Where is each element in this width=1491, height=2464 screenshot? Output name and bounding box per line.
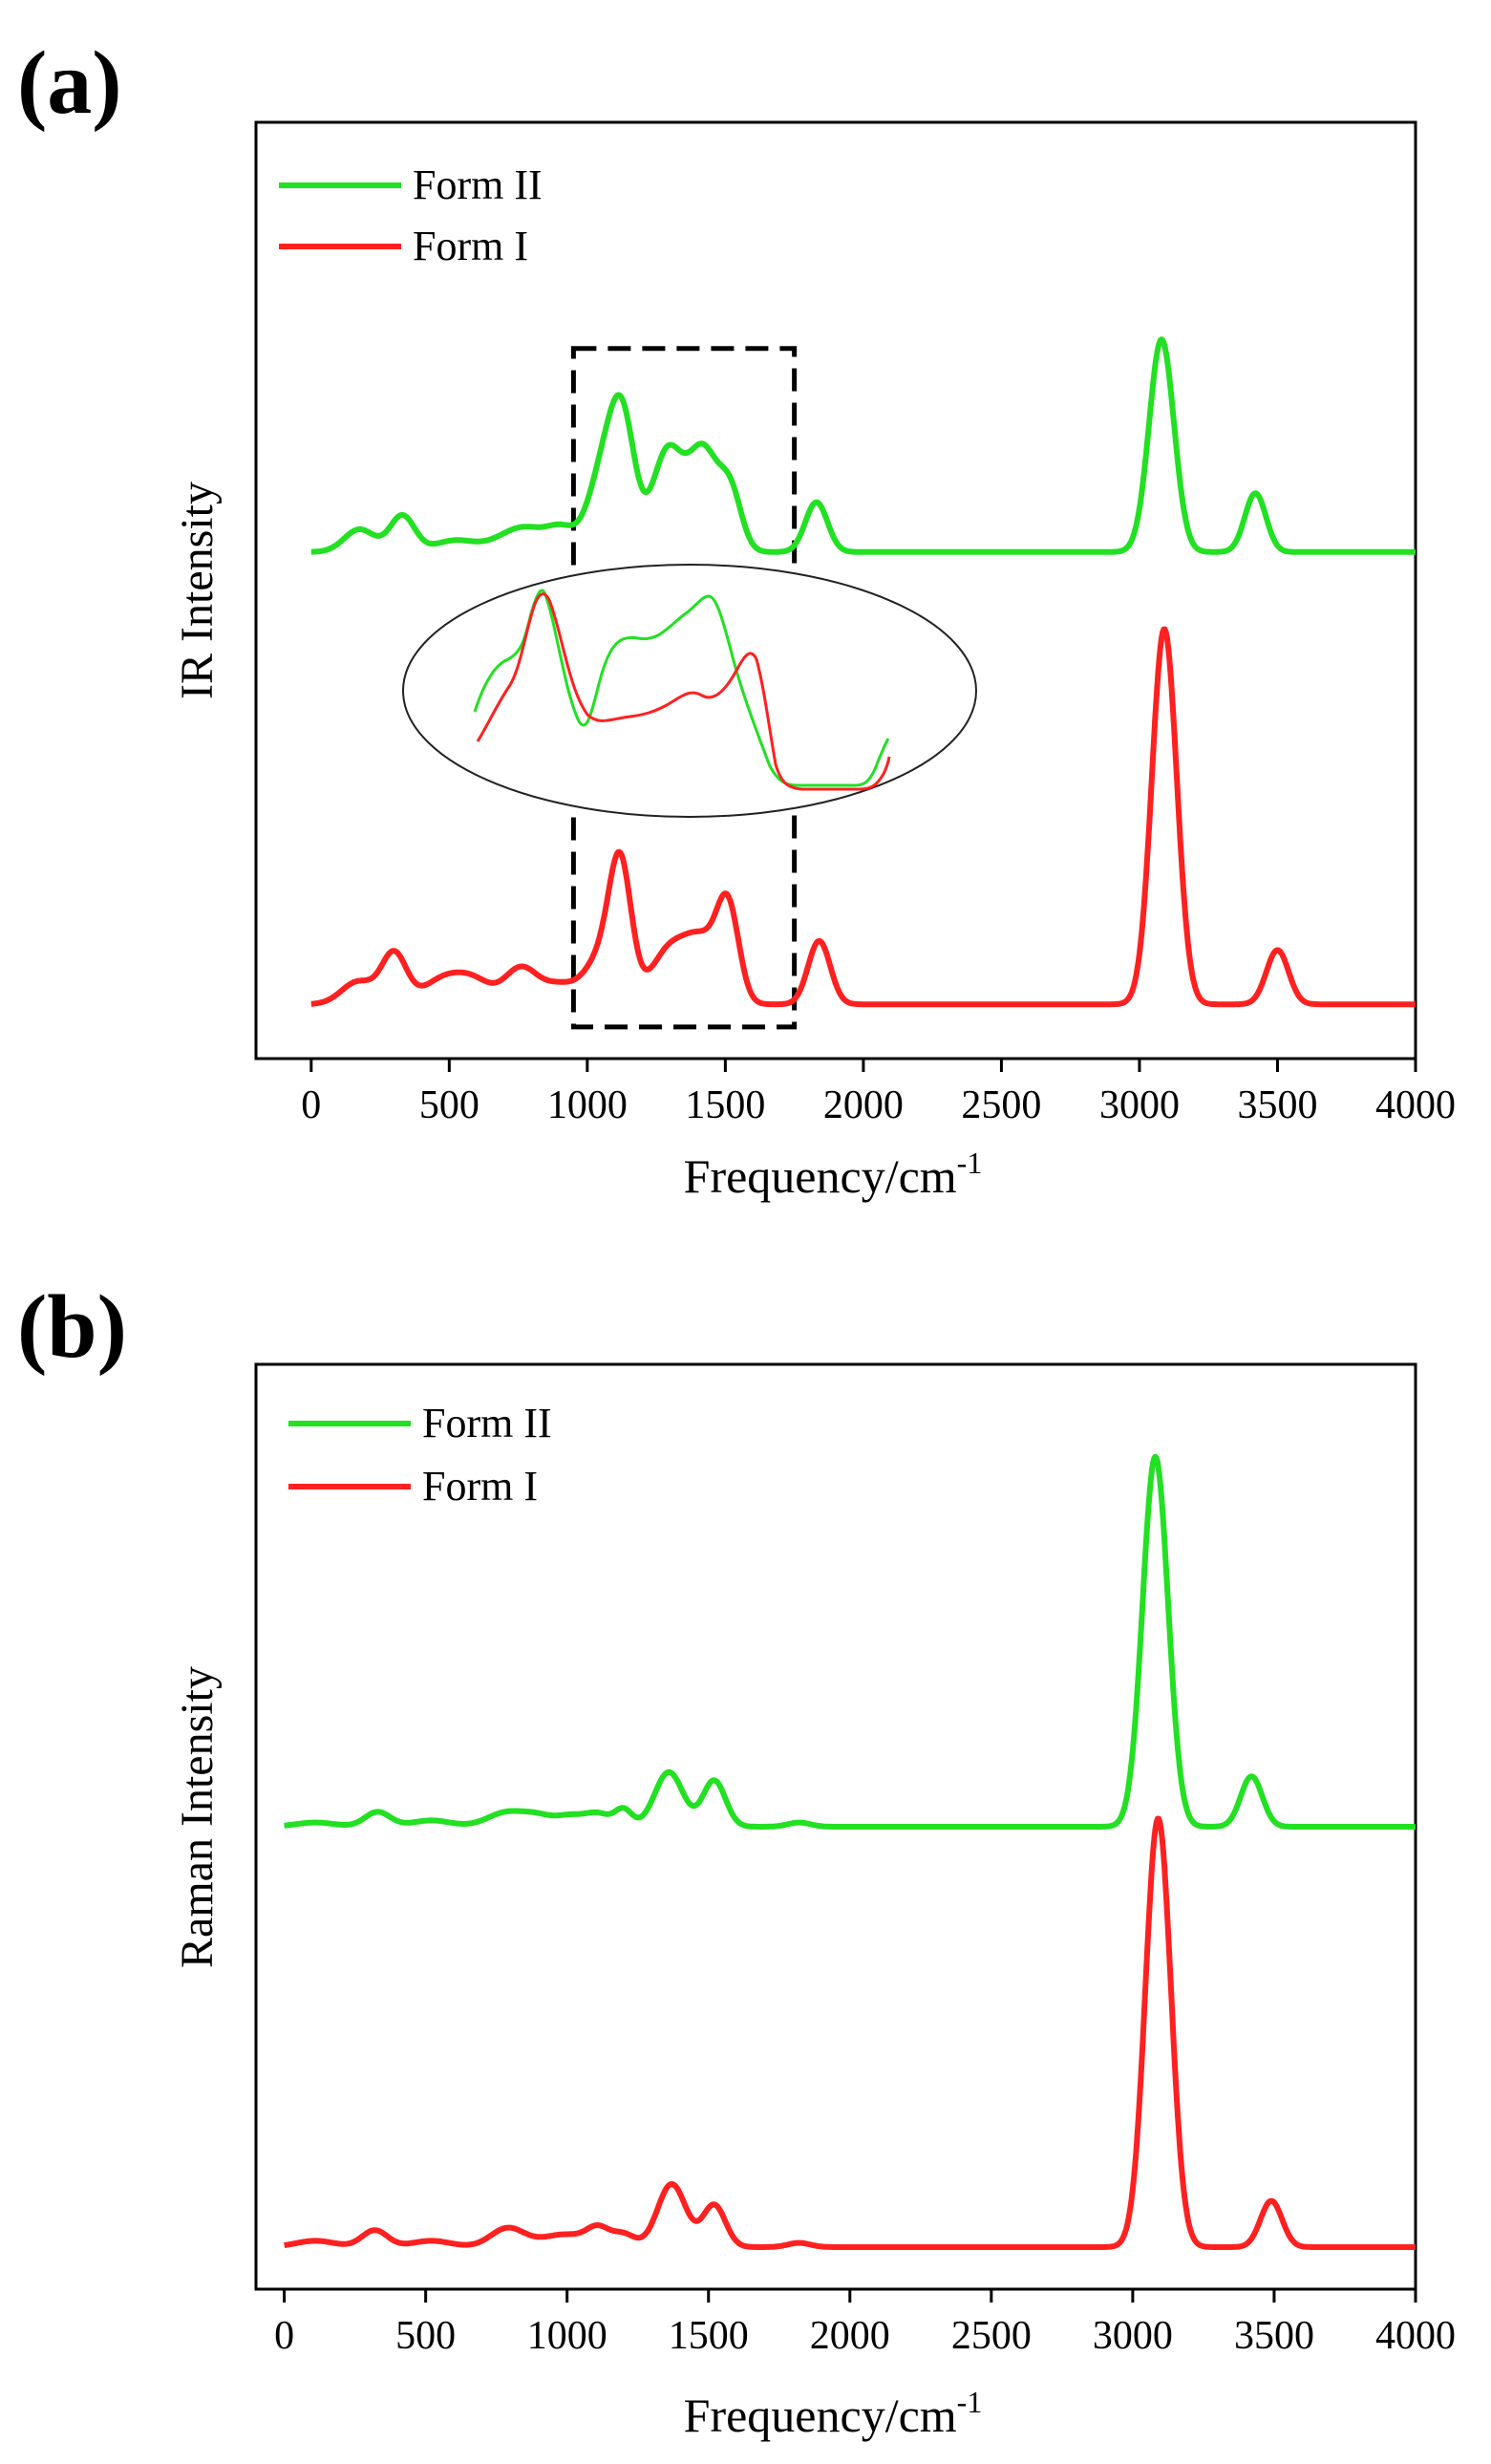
panel-b-x-tick-label: 1000: [527, 2314, 607, 2358]
panel-b-x-tick-label: 2500: [951, 2314, 1032, 2358]
panel-a-x-tick-label: 2000: [823, 1083, 904, 1127]
panel-b-y-axis-label: Raman Intensity: [172, 1666, 223, 1968]
panel-b-x-tick-label: 500: [395, 2314, 456, 2358]
panel-a-series-form-i: [309, 626, 1417, 1008]
panel-b-x-tick-label: 4000: [1375, 2314, 1456, 2358]
panel-b-raman-chart: (b) 0 500 1000 1500 2000 2500 3000 3500 4000 For…: [17, 1277, 1456, 2442]
panel-a-series-form-ii: [309, 336, 1417, 555]
panel-a-inset-form-i-curve: [476, 592, 891, 791]
panel-a-label: (a): [17, 33, 122, 133]
panel-a-x-tick-label: 1500: [685, 1083, 765, 1127]
panel-b-series-form-ii: [282, 1453, 1417, 1830]
panel-b-x-tick-label: 1500: [669, 2314, 749, 2358]
panel-a-legend: Form II Form I: [279, 161, 543, 269]
panel-b-x-axis-label: Frequency/cm-1: [684, 2385, 983, 2442]
panel-a-x-tick-label: 2500: [961, 1083, 1041, 1127]
panel-a-inset-ellipse: [402, 564, 977, 818]
panel-a-x-tick-label: 500: [419, 1083, 479, 1127]
panel-b-x-tick-label: 2000: [810, 2314, 890, 2358]
panel-b-x-tick-label: 0: [274, 2314, 294, 2358]
panel-a-x-axis-label: Frequency/cm-1: [684, 1146, 983, 1203]
panel-a-x-tick-label: 0: [301, 1083, 321, 1127]
panel-a-legend-label-form-ii: Form II: [413, 161, 543, 208]
panel-a-y-axis-label: IR Intensity: [172, 482, 223, 699]
panel-a-legend-label-form-i: Form I: [413, 223, 528, 269]
panel-b-legend-label-form-ii: Form II: [422, 1400, 552, 1446]
panel-b-label: (b): [17, 1277, 127, 1377]
panel-a-x-tick-label: 3500: [1237, 1083, 1317, 1127]
panel-a-inset: [402, 564, 977, 818]
panel-a-x-axis: 0 500 1000 1500 2000 2500 3000 3500 4000: [301, 1059, 1456, 1127]
panel-b-x-axis-label-main: Frequency/cm: [684, 2389, 957, 2442]
panel-b-series-form-i: [282, 1815, 1417, 2250]
panel-b-x-axis: 0 500 1000 1500 2000 2500 3000 3500 4000: [274, 2289, 1456, 2358]
panel-b-legend: Form II Form I: [288, 1400, 552, 1510]
panel-a-x-axis-label-sup: -1: [957, 1146, 983, 1180]
panel-b-x-tick-label: 3000: [1093, 2314, 1173, 2358]
panel-a-ir-chart: (a) 0 500 1000 1500 2000 2500 3000 3500 4000 For…: [17, 33, 1456, 1203]
panel-b-legend-label-form-i: Form I: [422, 1463, 538, 1510]
panel-a-x-tick-label: 4000: [1375, 1083, 1456, 1127]
panel-a-x-tick-label: 3000: [1099, 1083, 1180, 1127]
panel-a-x-tick-label: 1000: [547, 1083, 628, 1127]
panel-b-x-tick-label: 3500: [1234, 2314, 1314, 2358]
panel-a-plot-frame: [254, 120, 1417, 1061]
panel-b-x-axis-label-sup: -1: [957, 2385, 983, 2419]
panel-a-x-axis-label-main: Frequency/cm: [684, 1149, 957, 1203]
